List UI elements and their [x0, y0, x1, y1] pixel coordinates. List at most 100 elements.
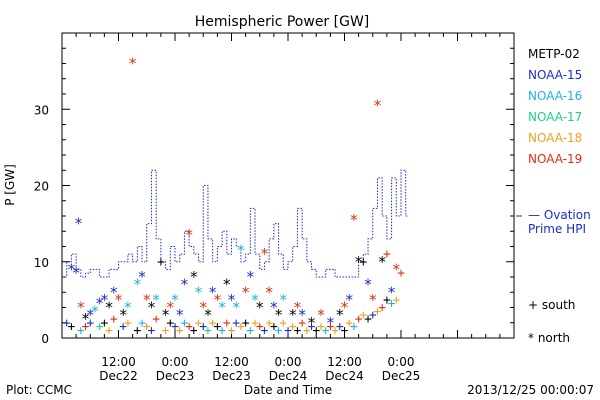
north-point: *: [354, 253, 363, 271]
south-point: +: [350, 320, 358, 335]
south-point: +: [100, 316, 108, 331]
plot-credit: Plot: CCMC: [6, 383, 72, 397]
north-point: *: [378, 253, 387, 271]
north-point: *: [128, 55, 137, 73]
south-point: +: [298, 316, 306, 331]
south-point: +: [378, 301, 386, 316]
x-tick-label-date: Dec25: [382, 369, 421, 383]
south-point: +: [261, 323, 269, 338]
south-point: +: [223, 316, 231, 331]
north-point: *: [185, 226, 194, 244]
south-point: +: [317, 320, 325, 335]
south-point: +: [124, 316, 132, 331]
north-point: *: [288, 306, 297, 324]
south-point: +: [166, 316, 174, 331]
south-point: +: [181, 316, 189, 331]
legend-entry: NOAA-18: [528, 131, 582, 145]
south-point: +: [63, 316, 71, 331]
south-point: +: [359, 255, 367, 270]
north-point: *: [199, 299, 208, 317]
south-point: +: [392, 293, 400, 308]
north-point: *: [269, 299, 278, 317]
north-point: *: [326, 314, 335, 332]
south-point: +: [270, 320, 278, 335]
south-point: +: [369, 308, 377, 323]
north-point: *: [194, 283, 203, 301]
chart-title: Hemispheric Power [GW]: [195, 14, 370, 30]
north-point: *: [147, 299, 156, 317]
x-axis-label: Date and Time: [244, 383, 332, 397]
south-point: +: [138, 316, 146, 331]
south-point: +: [265, 316, 273, 331]
north-point: *: [246, 268, 255, 286]
y-tick-label: 10: [34, 256, 49, 270]
north-point: *: [175, 306, 184, 324]
north-point: *: [232, 299, 241, 317]
south-point: +: [289, 320, 297, 335]
ovation-label-line2: Prime HPI: [528, 222, 586, 236]
north-point: *: [90, 302, 99, 320]
south-point: +: [218, 323, 226, 338]
south-point: +: [237, 320, 245, 335]
south-point: +: [308, 320, 316, 335]
south-point: +: [110, 312, 118, 327]
south-point: +: [341, 323, 349, 338]
north-point: *: [180, 276, 189, 294]
legend-entry: NOAA-15: [528, 68, 582, 82]
ovation-hpi-trace: [62, 169, 409, 278]
south-point: +: [355, 312, 363, 327]
y-axis-label: P [GW]: [3, 164, 17, 206]
north-point: *: [316, 306, 325, 324]
south-point: +: [275, 323, 283, 338]
north-point: *: [368, 291, 377, 309]
plot-frame: [61, 32, 515, 339]
north-point: *: [161, 306, 170, 324]
north-point: *: [123, 299, 132, 317]
south-point: +: [119, 320, 127, 335]
north-point: *: [170, 291, 179, 309]
y-tick-label: 20: [34, 180, 49, 194]
x-tick-label-time: 12:00: [101, 355, 136, 369]
y-tick-labels: 0 10 20 30: [34, 103, 49, 346]
south-point: +: [279, 316, 287, 331]
south-point: +: [331, 323, 339, 338]
south-point: +: [133, 323, 141, 338]
north-point: *: [218, 299, 227, 317]
south-point: +: [383, 293, 391, 308]
north-point: *: [100, 291, 109, 309]
south-point: +: [96, 320, 104, 335]
ovation-label-line1: — Ovation: [528, 208, 591, 222]
south-point: +: [190, 323, 198, 338]
plot-timestamp: 2013/12/25 00:00:07: [467, 383, 594, 397]
north-point: *: [152, 291, 161, 309]
legend-entry: NOAA-17: [528, 110, 582, 124]
north-point: *: [265, 283, 274, 301]
south-point: +: [209, 316, 217, 331]
north-point: *: [298, 306, 307, 324]
south-point: +: [303, 323, 311, 338]
south-point: +: [294, 323, 302, 338]
south-point: +: [171, 320, 179, 335]
x-tick-label-time: 0:00: [275, 355, 302, 369]
north-point: *: [293, 299, 302, 317]
x-tick-label-time: 0:00: [388, 355, 415, 369]
south-point: +: [383, 247, 391, 262]
south-point: +: [68, 320, 76, 335]
north-point: *: [227, 291, 236, 309]
legend-entry: NOAA-19: [528, 152, 582, 166]
south-point: +: [359, 308, 367, 323]
y-tick-label: 0: [41, 332, 49, 346]
north-point: *: [166, 299, 175, 317]
south-point: +: [86, 316, 94, 331]
north-point: *: [72, 264, 81, 282]
north-point: *: [208, 283, 217, 301]
south-point: +: [256, 320, 264, 335]
south-point: +: [213, 320, 221, 335]
north-point: *: [105, 299, 114, 317]
south-point: +: [77, 323, 85, 338]
y-tick-label: 30: [34, 103, 49, 117]
south-point: +: [157, 255, 165, 270]
ovation-prime-hpi-line: [62, 169, 522, 278]
north-point: *: [387, 283, 396, 301]
